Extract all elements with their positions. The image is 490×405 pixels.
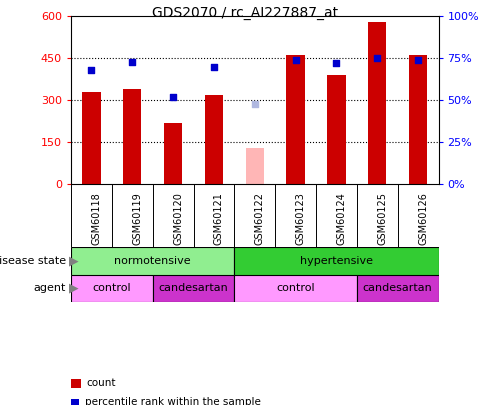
Bar: [82, 92, 100, 184]
Text: GSM60126: GSM60126: [418, 192, 428, 245]
Text: GSM60125: GSM60125: [377, 192, 387, 245]
Text: candesartan: candesartan: [159, 284, 228, 293]
Point: [251, 100, 259, 107]
Text: GSM60119: GSM60119: [132, 192, 142, 245]
Bar: [205, 95, 223, 184]
Text: ▶: ▶: [69, 282, 78, 295]
Text: GSM60121: GSM60121: [214, 192, 224, 245]
Text: normotensive: normotensive: [114, 256, 191, 266]
Bar: [287, 55, 305, 184]
Text: control: control: [276, 284, 315, 293]
Text: GSM60122: GSM60122: [255, 192, 265, 245]
Text: GSM60118: GSM60118: [92, 192, 101, 245]
Point: [210, 63, 218, 70]
Text: GSM60124: GSM60124: [337, 192, 346, 245]
Point: [128, 58, 136, 65]
Text: count: count: [87, 378, 116, 388]
Point: [373, 55, 381, 62]
Point: [88, 67, 96, 73]
Text: hypertensive: hypertensive: [300, 256, 373, 266]
Bar: [234, 275, 357, 302]
Bar: [368, 22, 387, 184]
Bar: [71, 275, 153, 302]
Text: percentile rank within the sample: percentile rank within the sample: [85, 397, 261, 405]
Point: [333, 60, 341, 66]
Point: [292, 57, 299, 63]
Text: disease state: disease state: [0, 256, 66, 266]
Text: GSM60120: GSM60120: [173, 192, 183, 245]
Text: GSM60123: GSM60123: [295, 192, 306, 245]
Text: GDS2070 / rc_AI227887_at: GDS2070 / rc_AI227887_at: [152, 6, 338, 20]
Text: ▶: ▶: [69, 254, 78, 267]
Point: [169, 94, 177, 100]
Text: agent: agent: [34, 284, 66, 293]
Bar: [409, 55, 427, 184]
Bar: [327, 75, 345, 184]
Text: candesartan: candesartan: [363, 284, 433, 293]
Bar: [153, 275, 234, 302]
Bar: [357, 275, 439, 302]
Bar: [71, 247, 234, 275]
Bar: [245, 148, 264, 184]
Text: control: control: [93, 284, 131, 293]
Point: [414, 57, 422, 63]
Bar: [164, 123, 182, 184]
Bar: [123, 89, 142, 184]
Bar: [234, 247, 439, 275]
